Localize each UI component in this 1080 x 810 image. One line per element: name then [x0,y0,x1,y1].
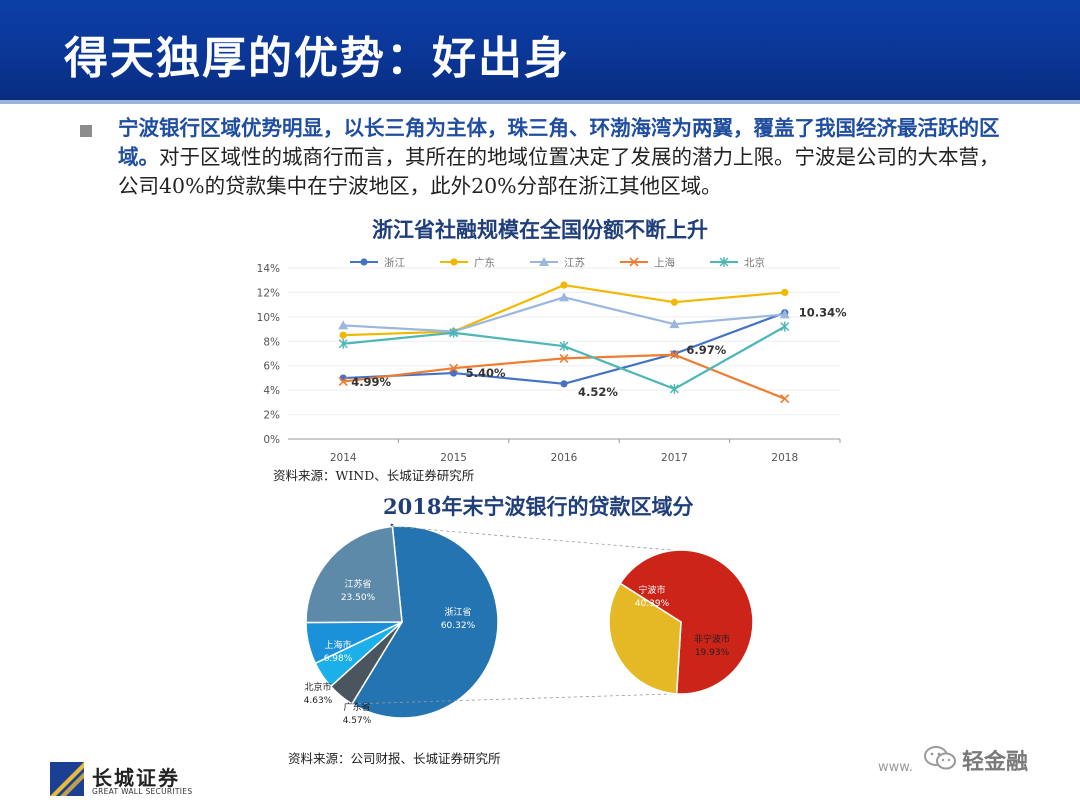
line-chart-title: 浙江省社融规模在全国份额不断上升 [372,218,708,242]
legend-label: 江苏 [564,256,585,269]
pie-section-title: 2018年末宁波银行的贷款区域分布 [383,494,694,547]
data-point [779,309,790,319]
pie-slice-value: 23.50% [341,593,376,603]
y-tick-label: 0% [263,434,280,446]
data-point [360,258,368,266]
pie-slice-label: 上海市 [324,639,351,651]
data-point [338,338,348,349]
x-tick-label: 2018 [771,452,798,464]
series-line [343,296,785,333]
data-point [449,327,459,338]
data-point [338,377,348,387]
pie-slice [305,525,403,624]
data-point [669,383,679,394]
pie-slice-label: 浙江省 [444,606,471,618]
watermark-url: www. [878,760,913,775]
page-title: 得天独厚的优势：好出身 [64,33,570,84]
pie-slice [350,525,499,719]
pie-slice-value: 60.32% [441,621,476,631]
legend-label: 广东 [474,256,495,269]
data-label: 6.97% [686,343,726,357]
line-chart-source: 资料来源：WIND、长城证券研究所 [273,468,475,483]
bullet-highlight: 宁波银行区域优势明显，以长三角为主体，珠三角、环渤海湾为两翼，覆盖了我国经济最活… [118,116,1000,169]
bullet-marker [80,125,92,137]
data-label: 5.40% [466,366,506,380]
data-point [560,380,568,388]
y-tick-label: 4% [263,385,280,397]
x-tick-label: 2016 [551,452,578,464]
legend-label: 浙江 [384,257,405,269]
y-tick-label: 12% [257,287,280,299]
data-point [780,394,790,404]
y-tick-label: 8% [263,336,280,348]
header-divider [0,100,1080,104]
pie-slice-label: 宁波市 [638,584,665,596]
data-point [560,281,568,289]
pie-slice-value: 19.93% [695,648,730,658]
y-tick-label: 14% [257,263,280,275]
pie-slice-label: 广东省 [343,701,370,713]
pie-slice-label: 江苏省 [344,578,371,590]
pie-slice [619,549,754,695]
series-4 [338,321,790,394]
data-point [629,257,639,267]
pie-slice-value: 4.57% [343,716,372,726]
data-point [669,319,680,329]
watermark-name: 轻金融 [962,750,1029,775]
data-point [670,298,678,306]
data-point [559,341,569,352]
company-logo: 长城证券 GREAT WALL SECURITIES [50,762,210,800]
data-point [338,320,349,330]
bullet-paragraph: 宁波银行区域优势明显，以长三角为主体，珠三角、环渤海湾为两翼，覆盖了我国经济最活… [118,114,1018,201]
data-point [559,353,569,363]
legend-label: 北京 [744,256,765,269]
data-point [781,288,789,297]
data-point [669,350,679,360]
data-label: 10.34% [799,306,847,320]
pie-charts: 浙江省 60.32% 广东省 4.57% 北京市 4.63% 上海市 6.98% 江苏省 23.5… [304,525,754,726]
connector-line [351,693,672,705]
pie-slice-value: 40.39% [635,599,670,609]
y-tick-label: 10% [257,312,280,324]
header-banner [0,0,1080,100]
legend-label: 上海 [654,256,675,269]
data-point [449,363,459,373]
data-label: 4.52% [578,385,618,399]
line-chart: 0% 2% 4% 6% 8% 10% 12% 14% 2014 2015 2016 2017 2018 浙… [257,256,848,464]
wechat-icon [924,746,956,770]
data-point [539,257,549,266]
y-tick-label: 2% [263,410,280,422]
pie-chart-source: 资料来源：公司财报、长城证券研究所 [288,751,501,766]
pie-slice [608,582,682,695]
x-tick-label: 2015 [440,452,467,464]
y-tick-label: 6% [263,361,280,373]
data-point [559,292,569,302]
connector-line [392,526,672,551]
data-label: 4.99% [351,375,391,389]
company-name: 长城证券 [92,766,180,790]
data-point [339,331,347,339]
pie-slice-label: 非宁波市 [694,633,730,645]
data-point [450,369,458,377]
data-point [450,258,458,266]
pie-slice-value: 4.63% [304,696,333,706]
series-line [343,353,786,400]
pie-slice-value: 6.98% [324,654,353,664]
data-point [719,257,729,267]
great-wall-logo-icon [50,762,84,796]
pie-slice-label: 北京市 [304,681,331,693]
bullet-body: 对于区域性的城商行而言，其所在的地域位置决定了发展的潜力上限。宁波是公司的大本营… [118,145,1000,198]
data-point [780,321,790,332]
x-tick-label: 2014 [330,452,357,464]
series-1 [339,281,789,339]
series-3 [338,350,790,404]
company-subtitle: GREAT WALL SECURITIES [92,787,193,796]
x-tick-label: 2017 [661,452,688,464]
